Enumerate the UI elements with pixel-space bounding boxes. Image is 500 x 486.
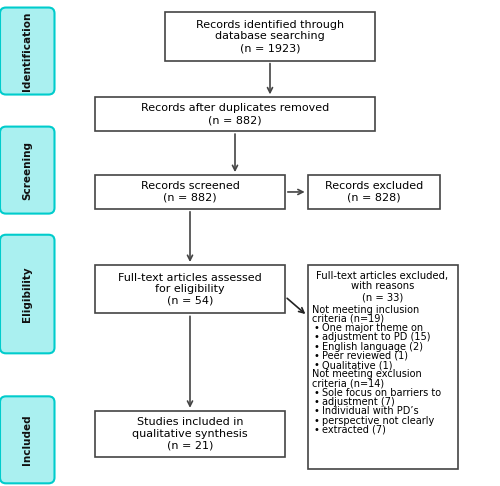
Text: •: • xyxy=(314,425,320,435)
Text: Not meeting exclusion: Not meeting exclusion xyxy=(312,369,422,380)
Text: extracted (7): extracted (7) xyxy=(322,425,386,435)
Text: Records screened
(n = 882): Records screened (n = 882) xyxy=(140,181,239,203)
Text: Identification: Identification xyxy=(22,11,32,91)
FancyBboxPatch shape xyxy=(95,175,285,209)
FancyBboxPatch shape xyxy=(308,175,440,209)
Text: Peer reviewed (1): Peer reviewed (1) xyxy=(322,351,408,361)
Text: adjustment to PD (15): adjustment to PD (15) xyxy=(322,332,430,343)
FancyBboxPatch shape xyxy=(0,397,54,483)
FancyBboxPatch shape xyxy=(0,126,54,214)
Text: Eligibility: Eligibility xyxy=(22,266,32,322)
Text: Studies included in
qualitative synthesis
(n = 21): Studies included in qualitative synthesi… xyxy=(132,417,248,451)
FancyBboxPatch shape xyxy=(308,265,458,469)
Text: One major theme on: One major theme on xyxy=(322,323,422,333)
Text: Records identified through
database searching
(n = 1923): Records identified through database sear… xyxy=(196,20,344,53)
Text: criteria (n=14): criteria (n=14) xyxy=(312,379,384,389)
FancyBboxPatch shape xyxy=(0,8,54,94)
Text: Screening: Screening xyxy=(22,140,32,200)
Text: •: • xyxy=(314,323,320,333)
Text: •: • xyxy=(314,342,320,352)
Text: Records after duplicates removed
(n = 882): Records after duplicates removed (n = 88… xyxy=(141,104,329,125)
Text: Records excluded
(n = 828): Records excluded (n = 828) xyxy=(324,181,423,203)
Text: •: • xyxy=(314,351,320,361)
Text: Qualitative (1): Qualitative (1) xyxy=(322,360,392,370)
Text: English language (2): English language (2) xyxy=(322,342,422,352)
FancyBboxPatch shape xyxy=(95,97,375,131)
Text: adjustment (7): adjustment (7) xyxy=(322,397,394,407)
Text: •: • xyxy=(314,397,320,407)
Text: Included: Included xyxy=(22,415,32,465)
Text: •: • xyxy=(314,388,320,398)
Text: •: • xyxy=(314,360,320,370)
Text: Full-text articles assessed
for eligibility
(n = 54): Full-text articles assessed for eligibil… xyxy=(118,273,262,306)
Text: with reasons: with reasons xyxy=(351,281,414,292)
Text: •: • xyxy=(314,406,320,417)
FancyBboxPatch shape xyxy=(95,411,285,457)
Text: criteria (n=19): criteria (n=19) xyxy=(312,314,384,324)
FancyBboxPatch shape xyxy=(0,235,54,353)
FancyBboxPatch shape xyxy=(165,12,375,61)
Text: Individual with PD’s: Individual with PD’s xyxy=(322,406,418,417)
Text: perspective not clearly: perspective not clearly xyxy=(322,416,434,426)
Text: Not meeting inclusion: Not meeting inclusion xyxy=(312,305,420,315)
FancyBboxPatch shape xyxy=(95,265,285,313)
Text: (n = 33): (n = 33) xyxy=(362,292,403,302)
Text: Full-text articles excluded,: Full-text articles excluded, xyxy=(316,271,448,281)
Text: •: • xyxy=(314,416,320,426)
Text: Sole focus on barriers to: Sole focus on barriers to xyxy=(322,388,440,398)
Text: •: • xyxy=(314,332,320,343)
